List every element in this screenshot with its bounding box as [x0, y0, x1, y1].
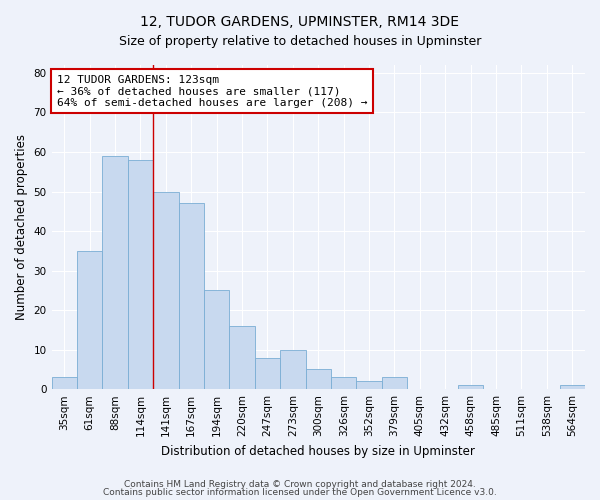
Text: 12 TUDOR GARDENS: 123sqm
← 36% of detached houses are smaller (117)
64% of semi-: 12 TUDOR GARDENS: 123sqm ← 36% of detach…: [57, 74, 367, 108]
Bar: [229, 326, 255, 389]
Bar: [204, 290, 229, 389]
Bar: [305, 370, 331, 389]
Text: Contains public sector information licensed under the Open Government Licence v3: Contains public sector information licen…: [103, 488, 497, 497]
Bar: [128, 160, 153, 389]
Text: 12, TUDOR GARDENS, UPMINSTER, RM14 3DE: 12, TUDOR GARDENS, UPMINSTER, RM14 3DE: [140, 15, 460, 29]
Bar: [560, 385, 585, 389]
Bar: [103, 156, 128, 389]
Bar: [179, 204, 204, 389]
Bar: [280, 350, 305, 389]
Bar: [255, 358, 280, 389]
Bar: [77, 251, 103, 389]
Text: Contains HM Land Registry data © Crown copyright and database right 2024.: Contains HM Land Registry data © Crown c…: [124, 480, 476, 489]
Bar: [382, 378, 407, 389]
Bar: [153, 192, 179, 389]
Bar: [331, 378, 356, 389]
Y-axis label: Number of detached properties: Number of detached properties: [15, 134, 28, 320]
Bar: [458, 385, 484, 389]
X-axis label: Distribution of detached houses by size in Upminster: Distribution of detached houses by size …: [161, 444, 475, 458]
Bar: [356, 382, 382, 389]
Text: Size of property relative to detached houses in Upminster: Size of property relative to detached ho…: [119, 35, 481, 48]
Bar: [52, 378, 77, 389]
